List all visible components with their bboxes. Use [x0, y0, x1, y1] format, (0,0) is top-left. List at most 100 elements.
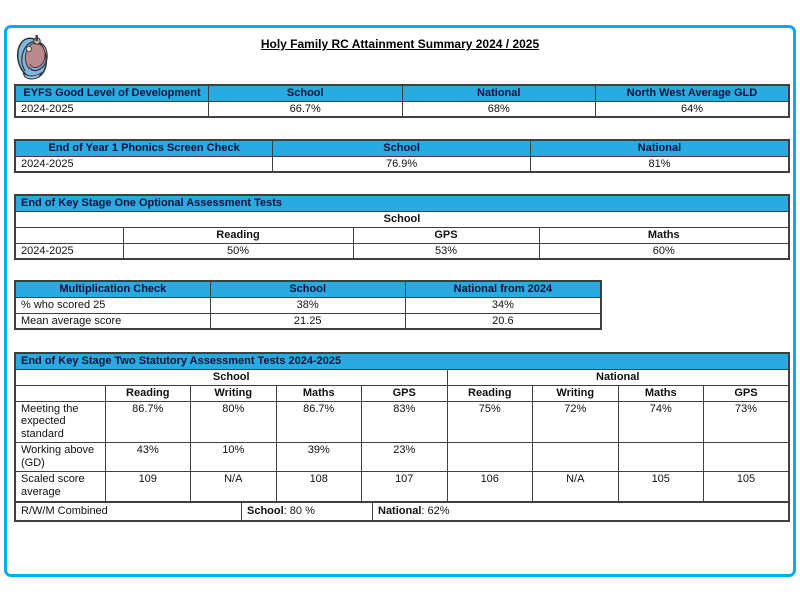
- empty-cell: [14, 226, 124, 244]
- subject-header: Reading: [446, 384, 533, 402]
- ks2-table: End of Key Stage Two Statutory Assessmen…: [14, 352, 790, 503]
- data-cell: 74%: [617, 400, 704, 444]
- ks2-data-row: Scaled score average 109 N/A 108 107 106…: [14, 471, 790, 503]
- school-crest-icon: [16, 35, 48, 80]
- data-cell: 86.7%: [275, 400, 362, 444]
- mult-data-row: % who scored 25 38% 34%: [14, 296, 602, 314]
- phonics-data-row: 2024-2025 76.9% 81%: [14, 155, 790, 173]
- page-title: Holy Family RC Attainment Summary 2024 /…: [260, 37, 540, 51]
- data-cell: 83%: [361, 400, 448, 444]
- subject-header: Writing: [532, 384, 619, 402]
- row-label: Working above (GD): [14, 442, 106, 473]
- row-label: Meeting the expected standard: [14, 400, 106, 444]
- combined-national-label: National: [378, 504, 422, 517]
- subject-header: Writing: [190, 384, 277, 402]
- data-cell: 108: [275, 471, 362, 503]
- page-border-frame: [4, 25, 796, 577]
- data-cell: N/A: [532, 471, 619, 503]
- row-label: 2024-2025: [14, 155, 274, 173]
- data-cell: 86.7%: [104, 400, 191, 444]
- header-cell: End of Year 1 Phonics Screen Check: [14, 139, 274, 157]
- data-cell: 64%: [595, 100, 790, 118]
- header-cell: School: [209, 280, 406, 298]
- ks2-section: End of Key Stage Two Statutory Assessmen…: [14, 352, 790, 522]
- data-cell: 72%: [532, 400, 619, 444]
- ks1-data-row: 2024-2025 50% 53% 60%: [14, 242, 790, 260]
- header-cell: School: [208, 84, 403, 102]
- multiplication-table: Multiplication Check School National fro…: [14, 280, 602, 330]
- combined-national-value: : 62%: [421, 504, 450, 517]
- phonics-header-row: End of Year 1 Phonics Screen Check Schoo…: [14, 139, 790, 157]
- header-cell: National from 2024: [404, 280, 602, 298]
- data-cell: [532, 442, 619, 473]
- ks1-group-row: School: [14, 210, 790, 228]
- combined-school-label: School: [247, 504, 284, 517]
- row-label: R/W/M Combined: [16, 502, 242, 520]
- empty-cell: [14, 384, 106, 402]
- row-label: 2024-2025: [14, 100, 209, 118]
- data-cell: 21.25: [209, 312, 406, 330]
- row-label: Mean average score: [14, 312, 211, 330]
- header-cell: National: [401, 84, 596, 102]
- data-cell: N/A: [190, 471, 277, 503]
- mult-header-row: Multiplication Check School National fro…: [14, 280, 602, 298]
- data-cell: 75%: [446, 400, 533, 444]
- mult-data-row: Mean average score 21.25 20.6: [14, 312, 602, 330]
- data-cell: 80%: [190, 400, 277, 444]
- header-cell: EYFS Good Level of Development: [14, 84, 209, 102]
- eyfs-data-row: 2024-2025 66.7% 68% 64%: [14, 100, 790, 118]
- header-cell: North West Average GLD: [595, 84, 790, 102]
- subject-header: Reading: [104, 384, 191, 402]
- data-cell: 106: [446, 471, 533, 503]
- data-cell: 81%: [529, 155, 790, 173]
- data-cell: 109: [104, 471, 191, 503]
- section-title: End of Key Stage Two Statutory Assessmen…: [14, 352, 790, 370]
- section-title: End of Key Stage One Optional Assessment…: [14, 194, 790, 212]
- data-cell: [446, 442, 533, 473]
- combined-national-cell: National: 62%: [373, 503, 788, 520]
- data-cell: 107: [361, 471, 448, 503]
- data-cell: 34%: [404, 296, 602, 314]
- row-label: % who scored 25: [14, 296, 211, 314]
- subject-header: Reading: [122, 226, 354, 244]
- data-cell: 66.7%: [208, 100, 403, 118]
- data-cell: [703, 442, 790, 473]
- group-header: School: [14, 368, 448, 386]
- eyfs-table: EYFS Good Level of Development School Na…: [14, 84, 790, 118]
- data-cell: 20.6: [404, 312, 602, 330]
- subject-header: Maths: [617, 384, 704, 402]
- combined-school-value: : 80 %: [283, 504, 315, 517]
- row-label: 2024-2025: [14, 242, 124, 260]
- subject-header: GPS: [361, 384, 448, 402]
- ks2-subject-row: Reading Writing Maths GPS Reading Writin…: [14, 384, 790, 402]
- header-cell: National: [529, 139, 790, 157]
- header-cell: Multiplication Check: [14, 280, 211, 298]
- data-cell: 50%: [122, 242, 354, 260]
- phonics-table: End of Year 1 Phonics Screen Check Schoo…: [14, 139, 790, 173]
- data-cell: 105: [617, 471, 704, 503]
- group-header: School: [14, 210, 790, 228]
- data-cell: 39%: [275, 442, 362, 473]
- combined-school-cell: School: 80 %: [242, 502, 373, 520]
- subject-header: GPS: [352, 226, 540, 244]
- eyfs-header-row: EYFS Good Level of Development School Na…: [14, 84, 790, 102]
- ks2-title-row: End of Key Stage Two Statutory Assessmen…: [14, 352, 790, 370]
- data-cell: 38%: [209, 296, 406, 314]
- group-header: National: [446, 368, 790, 386]
- data-cell: 23%: [361, 442, 448, 473]
- data-cell: 43%: [104, 442, 191, 473]
- data-cell: 10%: [190, 442, 277, 473]
- data-cell: 60%: [538, 242, 790, 260]
- ks1-table: End of Key Stage One Optional Assessment…: [14, 194, 790, 260]
- data-cell: 53%: [352, 242, 540, 260]
- subject-header: GPS: [703, 384, 790, 402]
- data-cell: [617, 442, 704, 473]
- subject-header: Maths: [275, 384, 362, 402]
- ks1-subject-row: Reading GPS Maths: [14, 226, 790, 244]
- data-cell: 105: [703, 471, 790, 503]
- data-cell: 73%: [703, 400, 790, 444]
- data-cell: 76.9%: [272, 155, 531, 173]
- ks2-combined-row: R/W/M Combined School: 80 % National: 62…: [14, 502, 790, 522]
- subject-header: Maths: [538, 226, 790, 244]
- header-cell: School: [272, 139, 531, 157]
